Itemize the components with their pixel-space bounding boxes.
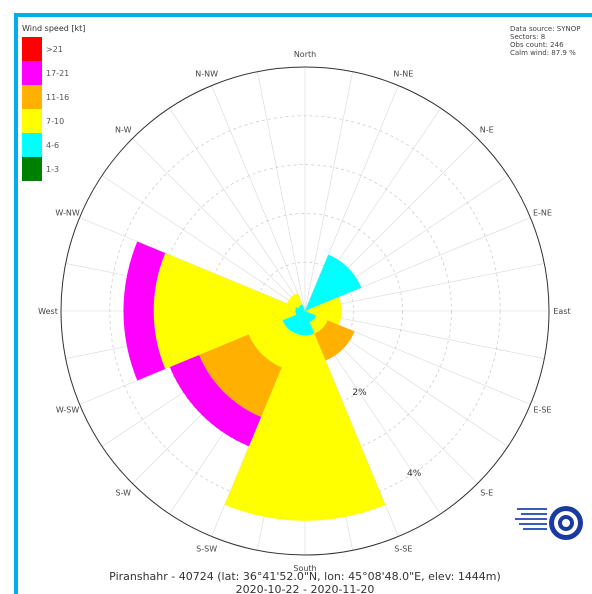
- legend-swatch: [22, 37, 42, 61]
- radial-gridline: [304, 263, 545, 312]
- legend-label: 1-3: [46, 165, 59, 174]
- direction-label: N-E: [480, 125, 494, 134]
- sector-segment: [248, 320, 296, 368]
- logo-text-line: [515, 518, 547, 520]
- sector-segment: [305, 311, 317, 323]
- legend-swatch: [22, 133, 42, 157]
- direction-label: N-NW: [195, 70, 218, 79]
- info-line: Calm wind: 87.9 %: [510, 49, 576, 57]
- radial-gridline: [101, 175, 306, 312]
- radial-gridline: [79, 217, 306, 312]
- sector-segment: [298, 304, 305, 311]
- sector-segment: [295, 307, 305, 315]
- legend-label: 11-16: [46, 93, 69, 102]
- radial-gridline: [304, 71, 353, 312]
- legend-label: 7-10: [46, 117, 64, 126]
- legend-label: 4-6: [46, 141, 59, 150]
- radial-gridline: [211, 85, 306, 312]
- logo-text-line: [523, 528, 547, 530]
- sector-segment: [314, 320, 355, 361]
- sector-segment: [169, 354, 262, 447]
- legend-swatch: [22, 157, 42, 181]
- outer-ring: [60, 66, 550, 556]
- direction-label: S-W: [115, 489, 131, 498]
- rose-sectors: 2% 4%: [123, 241, 422, 521]
- info-line: Sectors: 8: [510, 33, 545, 41]
- direction-label: W-SW: [56, 405, 80, 414]
- info-line: Data source: SYNOP: [510, 25, 580, 33]
- legend-label: 17-21: [46, 69, 69, 78]
- direction-label: E-SE: [533, 405, 551, 414]
- radial-gridline: [304, 310, 545, 359]
- sector-segment: [199, 334, 282, 417]
- direction-label: North: [294, 50, 316, 59]
- legend-swatch: [22, 85, 42, 109]
- sector-segment: [123, 241, 166, 381]
- radial-gridline: [257, 71, 306, 312]
- footer-station: Piranshahr - 40724 (lat: 36°41'52.0"N, l…: [109, 570, 501, 583]
- direction-label: S-SE: [394, 544, 412, 553]
- legend-swatch: [22, 61, 42, 85]
- legend-label: >21: [46, 45, 63, 54]
- sector-segment: [305, 296, 342, 326]
- logo: [515, 506, 583, 540]
- legend-title: Wind speed [kt]: [22, 24, 85, 33]
- direction-label: E-NE: [533, 209, 552, 218]
- sector-segment: [295, 311, 315, 336]
- legend-swatch: [22, 109, 42, 133]
- logo-text-line: [519, 523, 547, 525]
- direction-label: W-NW: [55, 209, 79, 218]
- sector-segment: [305, 254, 362, 311]
- direction-label: S-SW: [196, 544, 217, 553]
- direction-label: West: [38, 307, 58, 316]
- direction-label: South: [293, 564, 316, 573]
- sector-segment: [309, 315, 328, 334]
- radial-gridline: [169, 107, 306, 312]
- frame-top-border: [14, 13, 592, 17]
- info-line: Obs count: 246: [510, 41, 564, 49]
- radial-gridline: [132, 138, 306, 312]
- ring-label: 4%: [407, 469, 422, 479]
- sector-segment: [153, 253, 296, 369]
- direction-labels: North N-NE N-E E-NE East E-SE S-E S-SE South S-SW…: [38, 50, 570, 573]
- direction-label: East: [553, 307, 570, 316]
- frame-left-border: [14, 13, 18, 594]
- logo-text-line: [521, 513, 547, 515]
- footer-dates: 2020-10-22 - 2020-11-20: [236, 583, 375, 594]
- ring-gridline: [255, 261, 355, 361]
- speed-legend: Wind speed [kt] >21 17-21 11-16 7-10 4-6 1-3: [22, 24, 85, 181]
- sector-segment: [224, 333, 386, 521]
- sector-segment: [282, 311, 305, 334]
- sector-segment: [286, 292, 303, 309]
- direction-label: N-W: [115, 125, 132, 134]
- logo-text-line: [517, 508, 547, 510]
- direction-label: S-E: [480, 489, 493, 498]
- ring-label: 2%: [352, 388, 367, 398]
- direction-label: N-NE: [393, 70, 413, 79]
- logo-center: [562, 519, 570, 527]
